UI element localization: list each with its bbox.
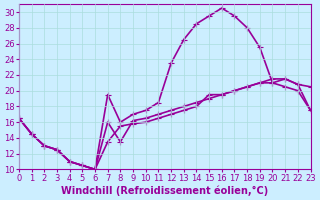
X-axis label: Windchill (Refroidissement éolien,°C): Windchill (Refroidissement éolien,°C) [61,185,268,196]
